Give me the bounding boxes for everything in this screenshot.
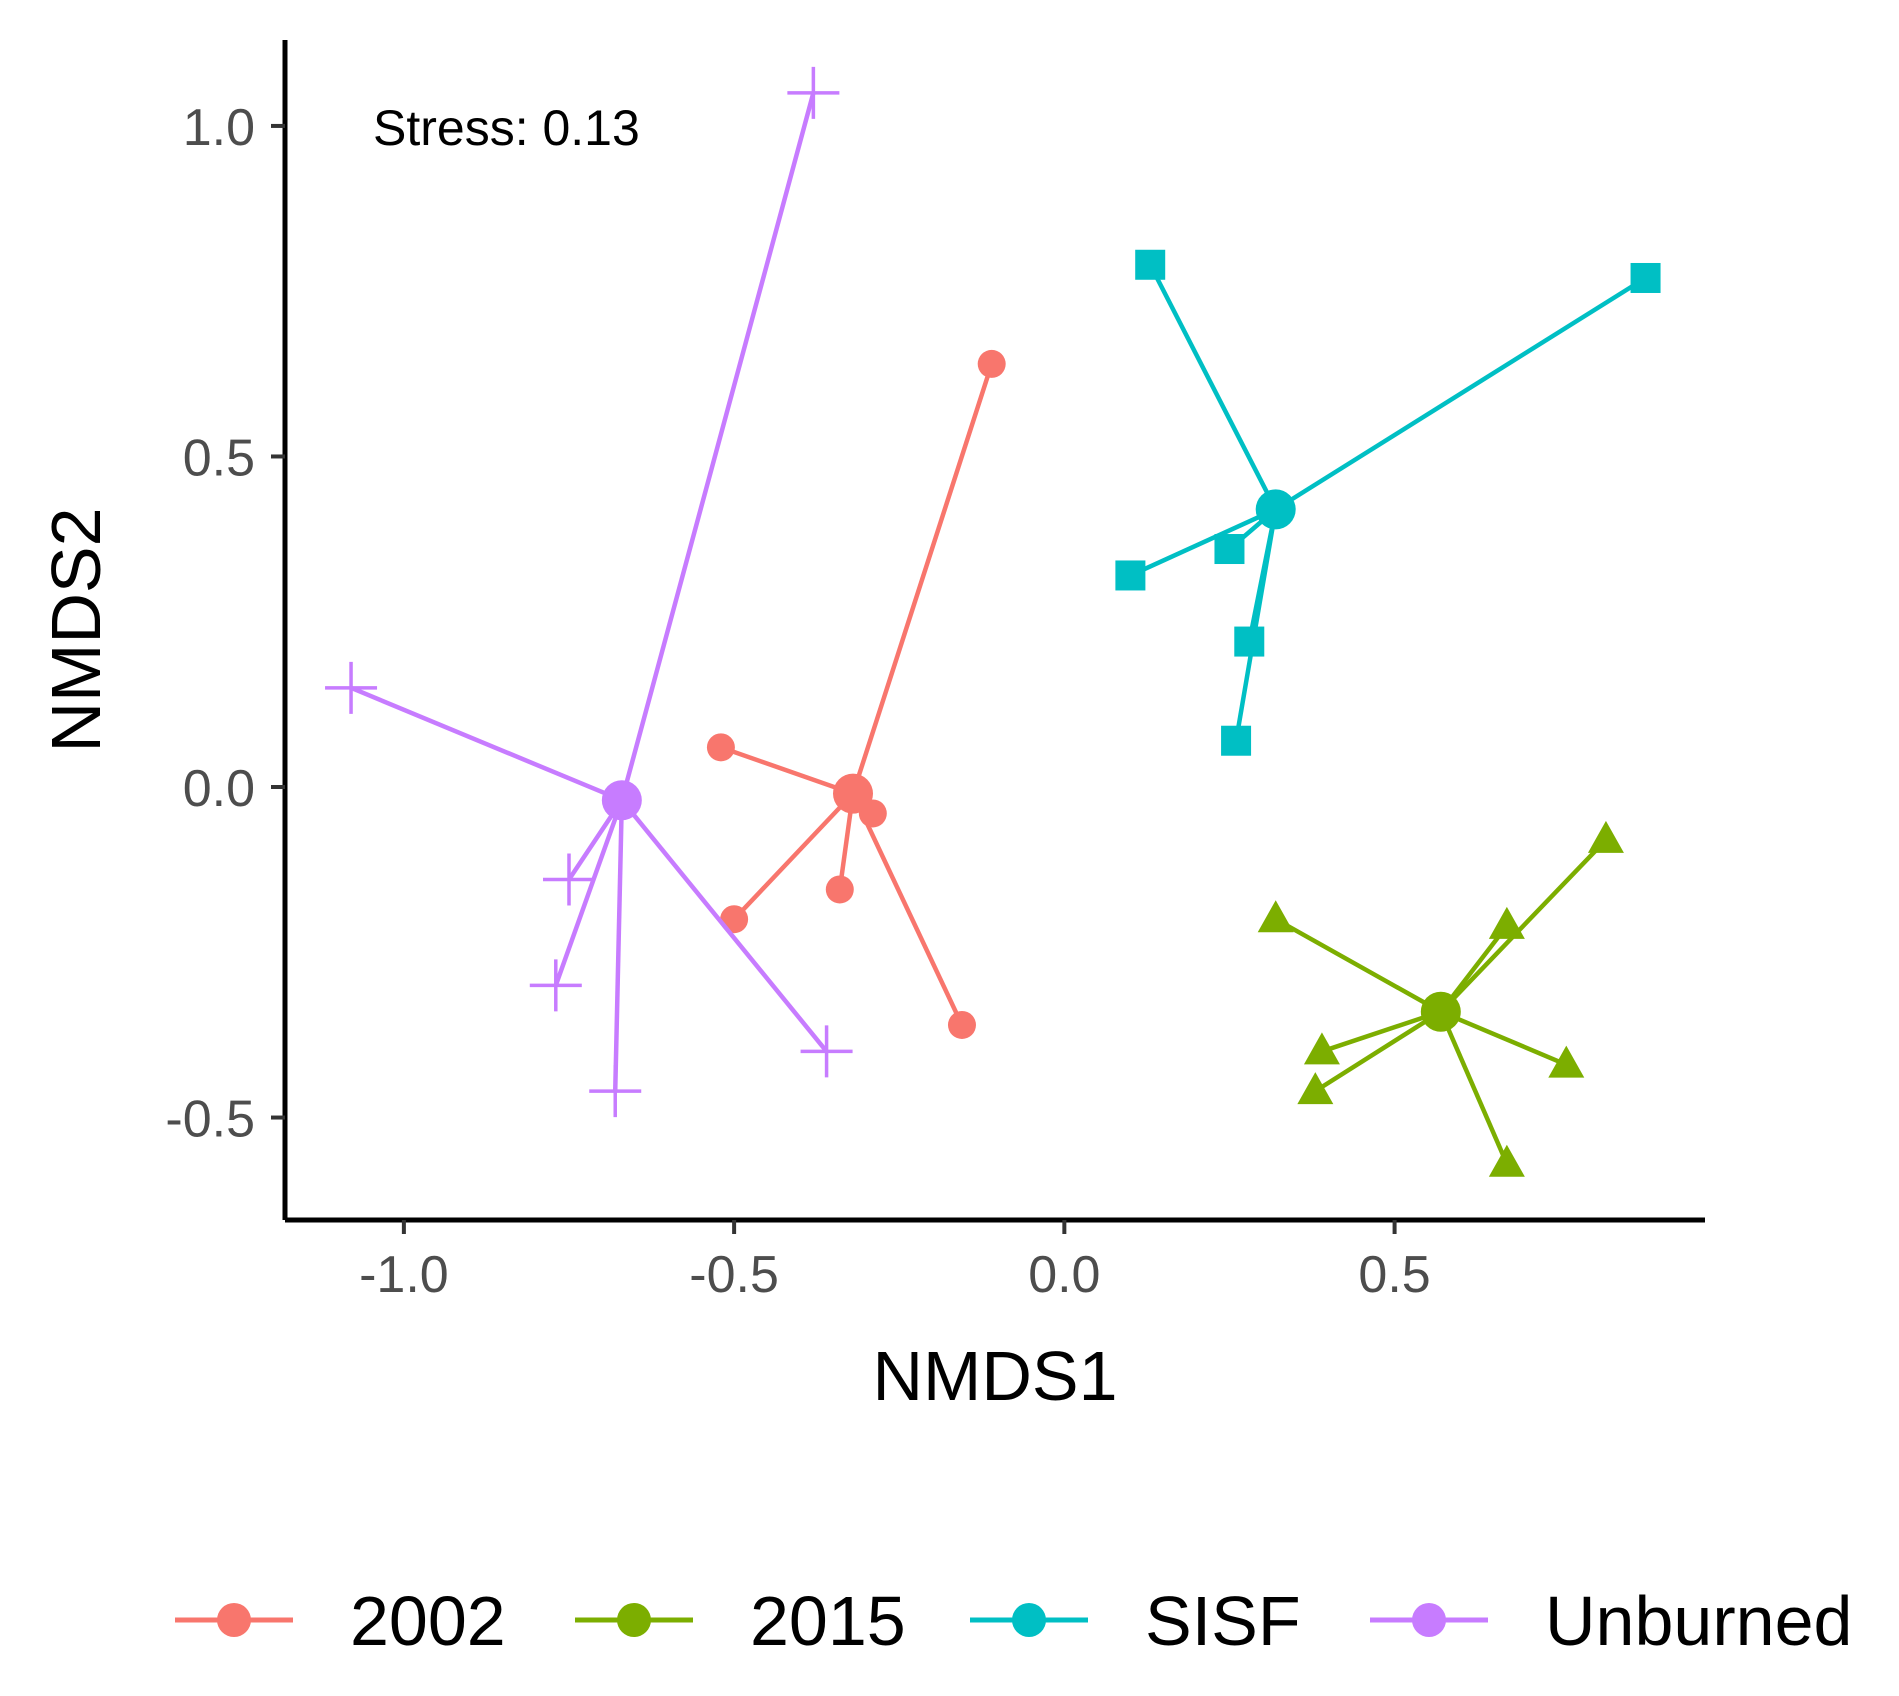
centroid-point — [601, 780, 642, 821]
spider-line — [1274, 917, 1442, 1014]
legend-label: 2015 — [750, 1582, 906, 1660]
data-point — [706, 733, 735, 762]
data-point — [1303, 1032, 1340, 1065]
legend-key-dot — [1012, 1603, 1046, 1637]
spider-line — [732, 792, 855, 921]
data-point — [1257, 900, 1294, 933]
legend-label: SISF — [1145, 1582, 1301, 1660]
spider-line — [1314, 1009, 1443, 1093]
y-axis-title: NMDS2 — [37, 507, 115, 752]
legend-key-dot — [217, 1603, 251, 1637]
data-point — [1297, 1072, 1334, 1105]
spider-line — [850, 792, 965, 1026]
series-2015 — [1257, 820, 1624, 1177]
y-tick-label: -0.5 — [165, 1091, 255, 1149]
spider-line — [1233, 508, 1278, 742]
data-point — [800, 1025, 853, 1078]
data-point — [1587, 820, 1624, 853]
data-point — [589, 1065, 642, 1118]
data-point — [947, 1010, 976, 1039]
data-point — [1488, 906, 1525, 939]
spider-line — [350, 685, 623, 803]
spider-line — [1129, 507, 1277, 578]
y-tick-label: 0.5 — [183, 429, 255, 487]
data-point — [1234, 626, 1265, 657]
stress-annotation: Stress: 0.13 — [373, 100, 640, 156]
series-layer — [325, 66, 1661, 1177]
x-tick-label: 0.0 — [1028, 1246, 1100, 1304]
centroid-point — [833, 773, 873, 814]
legend: 2002 2015 SISF Unburned — [175, 1582, 1852, 1660]
data-point — [529, 959, 582, 1012]
spider-line — [1274, 276, 1647, 512]
spider-line — [553, 799, 624, 987]
legend-label: 2002 — [350, 1582, 506, 1660]
spider-line — [1321, 1009, 1442, 1054]
data-point — [1548, 1045, 1585, 1078]
spider-line — [612, 800, 625, 1092]
x-axis-title: NMDS1 — [872, 1337, 1117, 1415]
x-tick-label: -1.0 — [359, 1246, 449, 1304]
spider-line — [1439, 838, 1608, 1014]
data-point — [543, 853, 595, 906]
series-unburned — [325, 66, 853, 1118]
data-point — [325, 661, 378, 714]
data-point — [787, 66, 840, 119]
legend-item-2015: 2015 — [575, 1582, 906, 1660]
spider-line — [620, 798, 829, 1053]
x-tick-label: -0.5 — [689, 1246, 779, 1304]
spider-line — [1439, 1009, 1568, 1067]
data-point — [1214, 534, 1245, 565]
spider-line — [720, 745, 854, 796]
legend-label: Unburned — [1545, 1582, 1852, 1660]
legend-item-unburned: Unburned — [1370, 1582, 1852, 1660]
data-point — [1135, 249, 1166, 280]
legend-item-2002: 2002 — [175, 1582, 506, 1660]
data-point — [825, 875, 854, 904]
legend-item-sisf: SISF — [970, 1582, 1301, 1660]
spider-line — [1438, 1010, 1509, 1165]
data-point — [1630, 262, 1661, 293]
centroid-point — [1420, 991, 1461, 1032]
data-point — [1221, 725, 1252, 756]
x-tick-label: 0.5 — [1358, 1246, 1430, 1304]
x-axis-ticks: -1.0 -0.5 0.0 0.5 — [359, 1220, 1431, 1304]
spider-line — [1148, 263, 1278, 511]
y-tick-label: 0.0 — [183, 760, 255, 818]
series-sisf — [1115, 249, 1661, 756]
legend-key-dot — [617, 1603, 651, 1637]
spider-line — [850, 363, 994, 795]
y-axis-ticks: -0.5 0.0 0.5 1.0 — [165, 99, 285, 1149]
centroid-point — [1255, 489, 1296, 530]
legend-key-dot — [1412, 1603, 1446, 1637]
y-tick-label: 1.0 — [183, 99, 255, 157]
series-2002 — [706, 349, 1006, 1039]
data-point — [1488, 1144, 1525, 1177]
spider-line — [619, 92, 816, 801]
data-point — [977, 349, 1006, 378]
data-point — [1115, 560, 1146, 591]
